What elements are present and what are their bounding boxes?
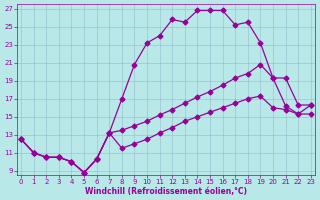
X-axis label: Windchill (Refroidissement éolien,°C): Windchill (Refroidissement éolien,°C) (85, 187, 247, 196)
